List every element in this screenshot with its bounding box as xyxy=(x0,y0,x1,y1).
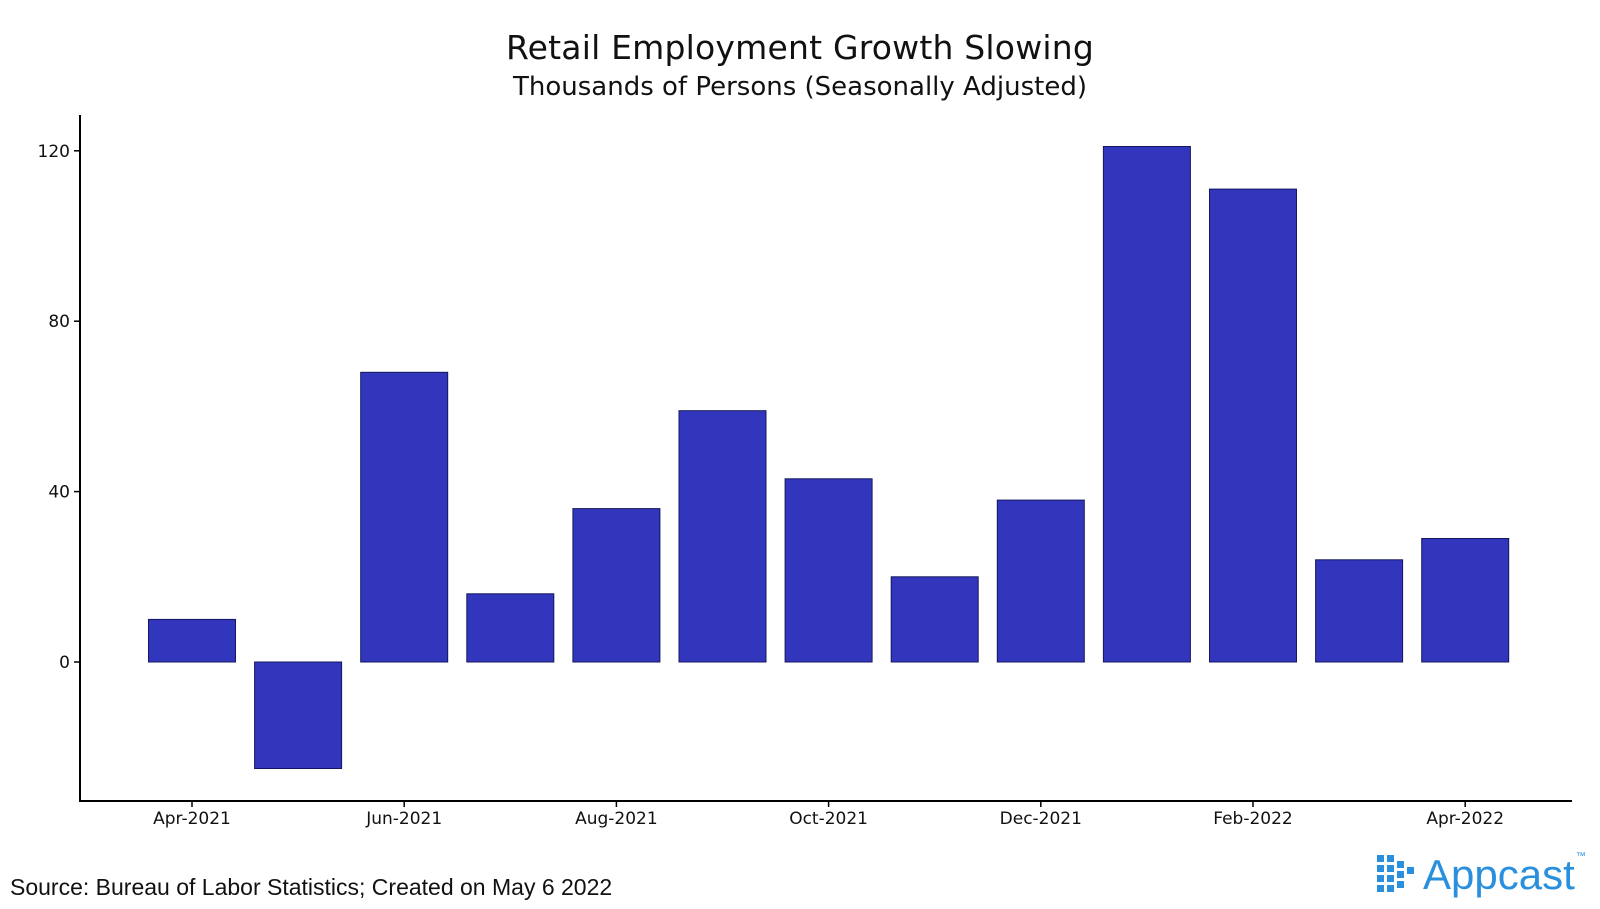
y-tick-label: 120 xyxy=(38,142,70,162)
bar-dec-2021 xyxy=(996,499,1085,663)
logo-trademark: ™ xyxy=(1575,851,1586,862)
bar-apr-2021 xyxy=(148,618,236,663)
x-tick-label: Aug-2021 xyxy=(575,809,658,829)
appcast-logo: Appcast ™ xyxy=(1377,851,1586,899)
x-tick-label: Dec-2021 xyxy=(1000,809,1082,829)
bar-mar-2022 xyxy=(1315,559,1404,663)
source-note: Source: Bureau of Labor Statistics; Crea… xyxy=(10,874,613,900)
bar-jul-2021 xyxy=(466,593,555,663)
x-tick-label: Oct-2021 xyxy=(789,809,868,829)
bar-apr-2022 xyxy=(1421,538,1510,663)
bar-jan-2022 xyxy=(1102,146,1191,663)
chart-subtitle: Thousands of Persons (Seasonally Adjuste… xyxy=(513,72,1087,102)
bar-nov-2021 xyxy=(890,576,979,663)
x-tick-label: Apr-2021 xyxy=(153,809,231,829)
x-tick-label: Feb-2022 xyxy=(1213,809,1293,829)
bar-oct-2021 xyxy=(784,478,873,663)
chart-title: Retail Employment Growth Slowing xyxy=(505,28,1095,67)
y-tick-label: 40 xyxy=(48,483,70,503)
bar-feb-2022 xyxy=(1209,188,1297,663)
bar-sep-2021 xyxy=(678,410,767,663)
logo-wordmark: Appcast xyxy=(1423,851,1575,898)
bar-aug-2021 xyxy=(572,508,661,663)
appcast-dots-icon xyxy=(1377,855,1414,892)
x-tick-label: Jun-2021 xyxy=(365,809,442,829)
y-tick-label: 80 xyxy=(48,312,70,332)
x-tick-label: Apr-2022 xyxy=(1426,809,1504,829)
y-tick-label: 0 xyxy=(59,653,70,673)
bar-jun-2021 xyxy=(360,371,449,663)
bar-may-2021 xyxy=(254,661,343,769)
